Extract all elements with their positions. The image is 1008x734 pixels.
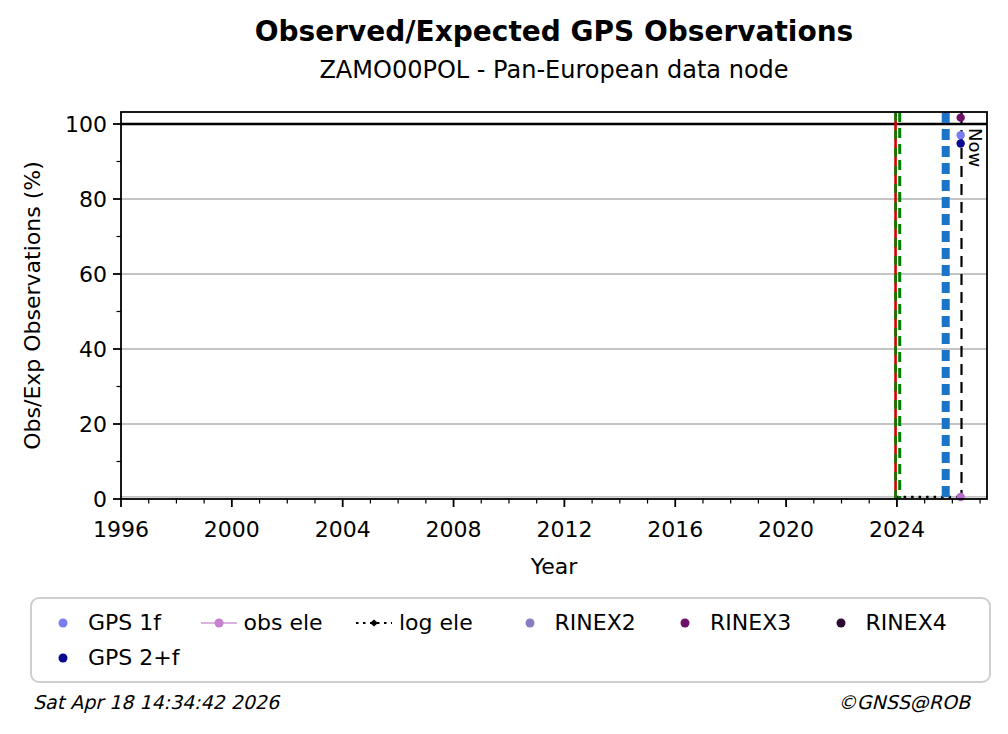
figure: Observed/Expected GPS Observations ZAMO0… [0, 0, 1008, 734]
legend-item-rinex3: RINEX3 [666, 607, 822, 638]
x-tick-label-1996: 1996 [93, 517, 149, 542]
gridlines [121, 124, 987, 497]
legend-dot [681, 618, 690, 627]
x-axis-label: Year [530, 554, 579, 579]
legend-dot [525, 618, 534, 627]
legend-item-gps-2-f: GPS 2+f [44, 642, 200, 673]
y-tick-label-80: 80 [79, 187, 107, 212]
legend-marker-gps-2-f-icon [44, 651, 82, 665]
y-tick-label-0: 0 [93, 487, 107, 512]
plot-frame [121, 112, 987, 499]
legend-item-log-ele: log ele [355, 607, 511, 638]
y-tick-label-100: 100 [65, 112, 107, 137]
point-obs-ele [956, 493, 964, 501]
x-tick-label-2012: 2012 [536, 517, 592, 542]
x-tick-label-2016: 2016 [647, 517, 703, 542]
legend-label: obs ele [244, 610, 323, 635]
legend-marker-rinex4-icon [822, 616, 860, 630]
copyright: ©GNSS@ROB [838, 691, 970, 713]
legend-dot [836, 618, 845, 627]
legend-label: log ele [399, 610, 473, 635]
legend-label: RINEX3 [710, 610, 791, 635]
legend-label: GPS 1f [88, 610, 161, 635]
y-axis-label: Obs/Exp Observations (%) [20, 161, 45, 450]
legend-marker-obs-ele-icon [200, 616, 238, 630]
y-axis-ticks: 0 20 40 60 80 100 [65, 112, 121, 512]
x-tick-label-2000: 2000 [204, 517, 260, 542]
legend-item-gps-1f: GPS 1f [44, 607, 200, 638]
legend-item-rinex4: RINEX4 [822, 607, 978, 638]
legend-item-rinex2: RINEX2 [511, 607, 667, 638]
y-tick-label-60: 60 [79, 262, 107, 287]
timestamp: Sat Apr 18 14:34:42 2026 [33, 691, 279, 713]
legend-label: GPS 2+f [88, 645, 179, 670]
legend-dot [59, 653, 68, 662]
legend-marker-log-ele-icon [355, 616, 393, 630]
legend-marker-rinex2-icon [511, 616, 549, 630]
x-tick-label-2024: 2024 [869, 517, 925, 542]
legend-marker-rinex3-icon [666, 616, 704, 630]
y-tick-label-20: 20 [79, 412, 107, 437]
legend-label: RINEX4 [866, 610, 947, 635]
x-axis-ticks: 1996 2000 2004 2008 2012 2016 2020 2024 [93, 499, 980, 542]
legend: GPS 1f obs ele log ele RINEX2 RINEX3 RINEX4 GP… [30, 597, 991, 683]
point-gps-2-f [956, 139, 964, 147]
point-rinex3 [956, 113, 964, 121]
legend-label: RINEX2 [555, 610, 636, 635]
point-gps-1f [956, 131, 964, 139]
now-label: Now [965, 128, 986, 167]
legend-marker-gps-1f-icon [44, 616, 82, 630]
x-tick-label-2008: 2008 [426, 517, 482, 542]
legend-diamond [370, 619, 378, 626]
x-tick-label-2020: 2020 [758, 517, 814, 542]
legend-item-obs-ele: obs ele [200, 607, 356, 638]
legend-dot [59, 618, 68, 627]
legend-dot [214, 618, 223, 627]
x-tick-label-2004: 2004 [315, 517, 371, 542]
y-tick-label-40: 40 [79, 337, 107, 362]
